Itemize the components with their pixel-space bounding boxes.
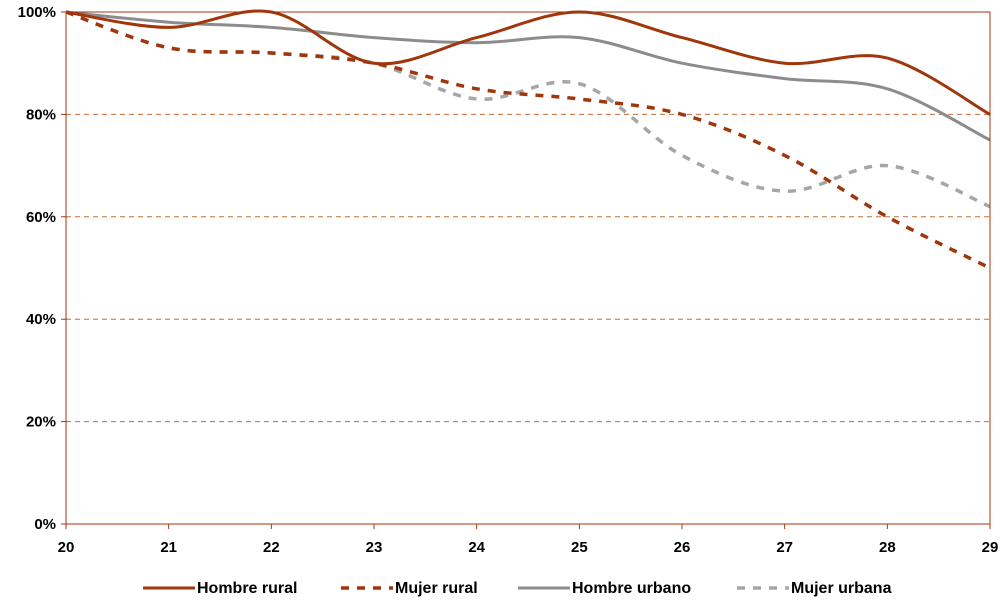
- legend: Hombre rural Mujer rural Hombre urbano Muje…: [143, 580, 892, 597]
- legend-label-mujer-rural: Mujer rural: [395, 580, 478, 597]
- series-line-hombre-urbano: [65, 10, 991, 142]
- plot-frame: [65, 11, 991, 525]
- y-tick-label: 80%: [26, 106, 56, 123]
- y-tick-label: 40%: [26, 311, 56, 328]
- legend-label-hombre-urbano: Hombre urbano: [572, 580, 691, 597]
- x-tick-label: 24: [468, 539, 485, 556]
- x-tick-label: 27: [776, 539, 793, 556]
- series-line-mujer-rural: [65, 10, 991, 270]
- series-line-hombre-rural: [65, 9, 991, 116]
- series-line-mujer-urbana: [65, 10, 991, 209]
- x-tick-label: 25: [571, 539, 588, 556]
- x-tick-label: 23: [366, 539, 383, 556]
- x-tick-label: 22: [263, 539, 280, 556]
- x-tick-label: 26: [674, 539, 691, 556]
- x-tick-label: 29: [982, 539, 999, 556]
- gridlines: [66, 11, 990, 423]
- y-tick-label: 100%: [18, 4, 56, 21]
- x-axis: 20 21 22 23 24 25 26 27 28 29: [58, 524, 999, 556]
- y-tick-label: 60%: [26, 209, 56, 226]
- y-tick-label: 0%: [34, 516, 56, 533]
- x-tick-label: 28: [879, 539, 896, 556]
- x-tick-label: 21: [160, 539, 177, 556]
- legend-label-mujer-urbana: Mujer urbana: [791, 580, 892, 597]
- legend-label-hombre-rural: Hombre rural: [197, 580, 297, 597]
- series-lines: [65, 9, 991, 270]
- y-tick-label: 20%: [26, 414, 56, 431]
- y-axis: 0% 20% 40% 60% 80% 100%: [18, 4, 66, 533]
- x-tick-label: 20: [58, 539, 75, 556]
